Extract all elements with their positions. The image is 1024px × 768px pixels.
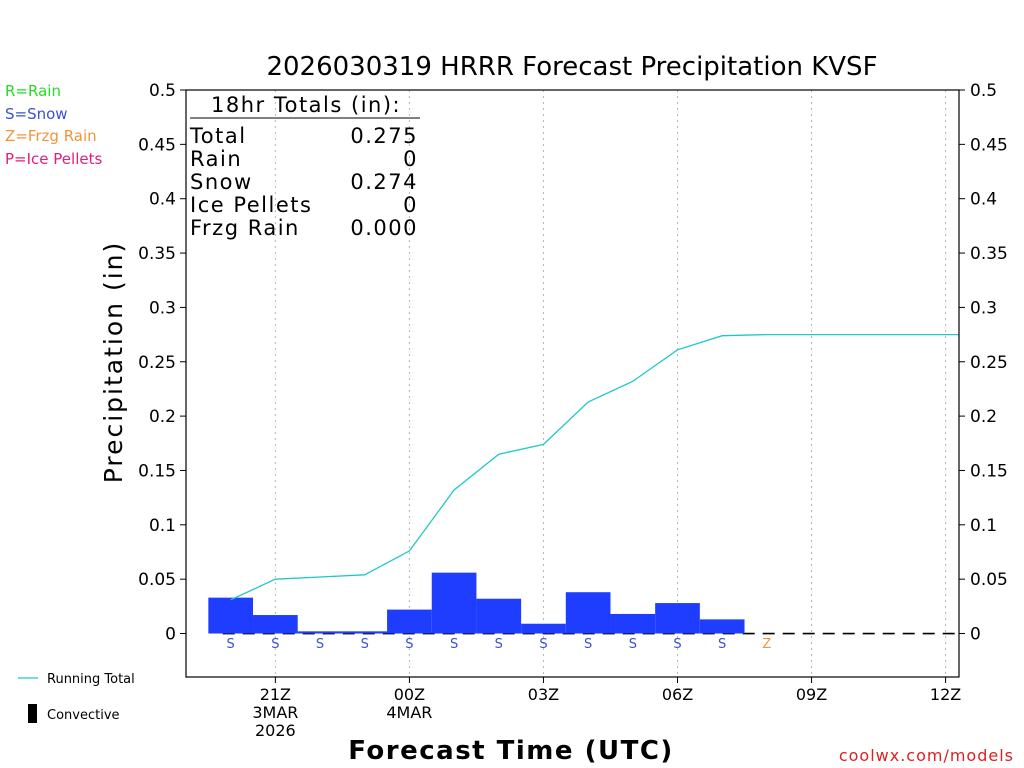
precip-bar-5 xyxy=(431,572,477,634)
y-tick-label-right-1: 0.05 xyxy=(970,570,1008,590)
totals-label-ice-pellets: Ice Pellets xyxy=(190,193,312,217)
precip-bar-6 xyxy=(476,598,522,634)
y-tick-label-right-6: 0.3 xyxy=(970,298,997,318)
precip-type-marker-7: S xyxy=(539,637,547,652)
running-total-line xyxy=(230,333,959,601)
precip-type-legend: R=Rain S=Snow Z=Frzg Rain P=Ice Pellets xyxy=(5,82,102,168)
x-tick-label-0-2: 2026 xyxy=(255,721,296,740)
y-tick-label-left-6: 0.3 xyxy=(149,298,176,318)
precip-type-marker-11: S xyxy=(718,637,726,652)
totals-value-snow: 0.274 xyxy=(350,170,418,194)
totals-label-snow: Snow xyxy=(190,170,253,194)
x-tick-label-0-1: 3MAR xyxy=(252,703,298,722)
legend-convective-label: Convective xyxy=(47,708,120,723)
precip-bar-11 xyxy=(699,619,745,634)
x-tick-label-1-0: 00Z xyxy=(394,685,425,704)
legend-convective-swatch xyxy=(28,704,37,723)
y-tick-label-right-4: 0.2 xyxy=(970,407,997,427)
totals-label-frzg-rain: Frzg Rain xyxy=(190,216,300,240)
precip-type-marker-3: S xyxy=(361,637,369,652)
y-tick-label-left-1: 0.05 xyxy=(138,570,176,590)
precip-bar-9 xyxy=(610,613,656,634)
x-axis-label: Forecast Time (UTC) xyxy=(348,736,674,766)
y-tick-label-right-3: 0.15 xyxy=(970,461,1008,481)
y-axis-label: Precipitation (in) xyxy=(99,241,128,484)
y-tick-label-right-10: 0.5 xyxy=(970,81,997,101)
precip-type-marker-6: S xyxy=(495,637,503,652)
legend-running-total-label: Running Total xyxy=(47,672,135,687)
credit-text: coolwx.com/models xyxy=(839,746,1014,765)
precip-type-marker-4: S xyxy=(405,637,413,652)
y-axis-ticks: 0 0 0.05 0.05 0.1 0.1 0.15 0.15 0.2 0.2 0.25 0.25 0.… xyxy=(138,81,1008,645)
precip-type-marker-12: Z xyxy=(762,637,771,652)
precip-type-marker-9: S xyxy=(629,637,637,652)
precip-type-marker-10: S xyxy=(673,637,681,652)
y-tick-label-left-3: 0.15 xyxy=(138,461,176,481)
y-tick-label-left-9: 0.45 xyxy=(138,135,176,155)
x-tick-label-3-0: 06Z xyxy=(662,685,693,704)
y-tick-label-right-0: 0 xyxy=(970,625,981,645)
totals-box: 18hr Totals (in): Total 0.275 Rain 0 Sno… xyxy=(189,93,420,240)
precip-type-marker-2: S xyxy=(316,637,324,652)
precip-type-marker-0: S xyxy=(227,637,235,652)
totals-label-rain: Rain xyxy=(190,147,242,171)
totals-value-ice-pellets: 0 xyxy=(403,193,418,217)
totals-value-rain: 0 xyxy=(403,147,418,171)
y-tick-label-right-9: 0.45 xyxy=(970,135,1008,155)
precip-bar-8 xyxy=(565,592,611,634)
plot-area xyxy=(185,89,960,678)
y-tick-label-right-5: 0.25 xyxy=(970,353,1008,373)
plot-frame xyxy=(185,89,960,678)
x-tick-label-0-0: 21Z xyxy=(260,685,291,704)
legend-snow: S=Snow xyxy=(5,105,68,123)
totals-label-total: Total xyxy=(189,124,247,148)
precip-bar-2 xyxy=(297,631,343,634)
totals-value-total: 0.275 xyxy=(350,124,418,148)
precip-type-marker-5: S xyxy=(450,637,458,652)
x-tick-label-2-0: 03Z xyxy=(528,685,559,704)
legend-frzg-rain: Z=Frzg Rain xyxy=(5,127,97,145)
precip-type-marker-1: S xyxy=(271,637,279,652)
series-legend: Running Total Convective xyxy=(18,672,135,723)
precip-bar-10 xyxy=(655,603,700,634)
x-tick-label-4-0: 09Z xyxy=(796,685,827,704)
y-tick-label-right-2: 0.1 xyxy=(970,516,997,536)
y-tick-label-left-4: 0.2 xyxy=(149,407,176,427)
precip-type-marker-8: S xyxy=(584,637,592,652)
y-tick-label-left-2: 0.1 xyxy=(149,516,176,536)
x-tick-label-1-1: 4MAR xyxy=(386,703,432,722)
legend-ice-pellets: P=Ice Pellets xyxy=(5,150,102,168)
chart-title: 2026030319 HRRR Forecast Precipitation K… xyxy=(266,52,877,82)
x-tick-label-5-0: 12Z xyxy=(930,685,961,704)
y-tick-label-right-8: 0.4 xyxy=(970,190,997,210)
y-tick-label-right-7: 0.35 xyxy=(970,244,1008,264)
y-tick-label-left-7: 0.35 xyxy=(138,244,176,264)
y-tick-label-left-5: 0.25 xyxy=(138,353,176,373)
precip-bar-3 xyxy=(342,631,388,634)
precip-bar-7 xyxy=(521,623,566,634)
precip-bar-0 xyxy=(208,597,254,634)
precip-bar-1 xyxy=(253,615,298,634)
y-tick-label-left-0: 0 xyxy=(165,625,176,645)
legend-rain: R=Rain xyxy=(5,82,61,100)
y-tick-label-left-10: 0.5 xyxy=(149,81,176,101)
precip-bar-4 xyxy=(387,609,432,634)
totals-header: 18hr Totals (in): xyxy=(211,93,401,117)
totals-value-frzg-rain: 0.000 xyxy=(350,216,418,240)
y-tick-label-left-8: 0.4 xyxy=(149,190,176,210)
